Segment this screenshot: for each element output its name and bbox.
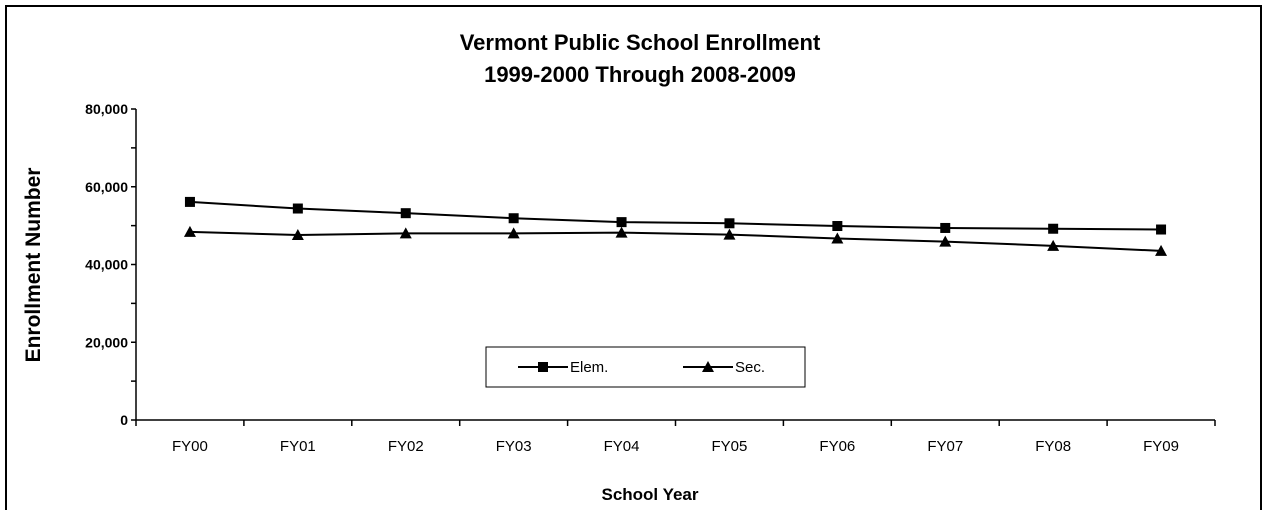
legend-marker-elem — [538, 362, 548, 372]
x-tick-label: FY09 — [1143, 438, 1179, 455]
series-sec-point — [723, 228, 736, 240]
series-sec-point — [1047, 239, 1060, 251]
series-layer — [183, 196, 1168, 256]
x-tick-label: FY01 — [280, 438, 316, 455]
legend-label-sec: Sec. — [735, 359, 765, 376]
series-elem-point — [616, 217, 627, 228]
series-elem-line — [189, 200, 1162, 231]
series-sec-point — [939, 235, 952, 247]
series-elem-point — [940, 222, 951, 233]
series-sec-point — [1155, 244, 1168, 256]
series-sec-point — [399, 227, 412, 239]
x-tick-label: FY06 — [819, 438, 855, 455]
series-elem-point — [724, 218, 735, 229]
y-axis-label: Enrollment Number — [22, 168, 45, 363]
chart-title: Vermont Public School Enrollment — [460, 30, 821, 55]
series-elem-point — [292, 203, 303, 214]
y-tick-label: 40,000 — [85, 257, 128, 273]
legend-label-elem: Elem. — [570, 359, 608, 376]
y-tick-labels: 0 20,000 40,000 60,000 80,000 — [85, 101, 128, 428]
legend: Elem. Sec. — [485, 346, 806, 388]
series-elem-point — [832, 221, 843, 232]
x-tick-label: FY04 — [604, 438, 640, 455]
legend-item-sec: Sec. — [683, 359, 765, 376]
legend-item-elem: Elem. — [518, 359, 608, 376]
series-sec-point — [507, 227, 520, 239]
series-elem-point — [1156, 224, 1167, 235]
x-tick-label: FY05 — [712, 438, 748, 455]
series-sec — [183, 225, 1168, 256]
series-sec-point — [831, 232, 844, 244]
legend-marker-sec — [702, 361, 714, 372]
series-elem — [184, 196, 1167, 235]
series-sec-point — [615, 226, 628, 238]
y-tick-label: 60,000 — [85, 179, 128, 195]
series-sec-point — [183, 225, 196, 237]
series-elem-point — [184, 196, 195, 207]
chart-subtitle: 1999-2000 Through 2008-2009 — [484, 62, 796, 87]
series-elem-point — [508, 213, 519, 224]
x-tick-label: FY03 — [496, 438, 532, 455]
x-axis-label: School Year — [601, 485, 698, 504]
x-tick-label: FY08 — [1035, 438, 1071, 455]
chart-frame — [5, 5, 1262, 510]
x-tick-label: FY00 — [172, 438, 208, 455]
series-elem-point — [1048, 223, 1059, 234]
y-tick-label: 0 — [120, 412, 128, 428]
y-tick-label: 80,000 — [85, 101, 128, 117]
series-sec-point — [291, 228, 304, 240]
axes — [131, 108, 1216, 426]
x-tick-label: FY07 — [927, 438, 963, 455]
y-tick-label: 20,000 — [85, 334, 128, 350]
x-tick-labels: FY00 FY01 FY02 FY03 FY04 FY05 FY06 FY07 FY08 FY09 — [172, 438, 1179, 455]
x-tick-label: FY02 — [388, 438, 424, 455]
series-elem-point — [400, 208, 411, 219]
series-sec-line — [189, 230, 1162, 252]
